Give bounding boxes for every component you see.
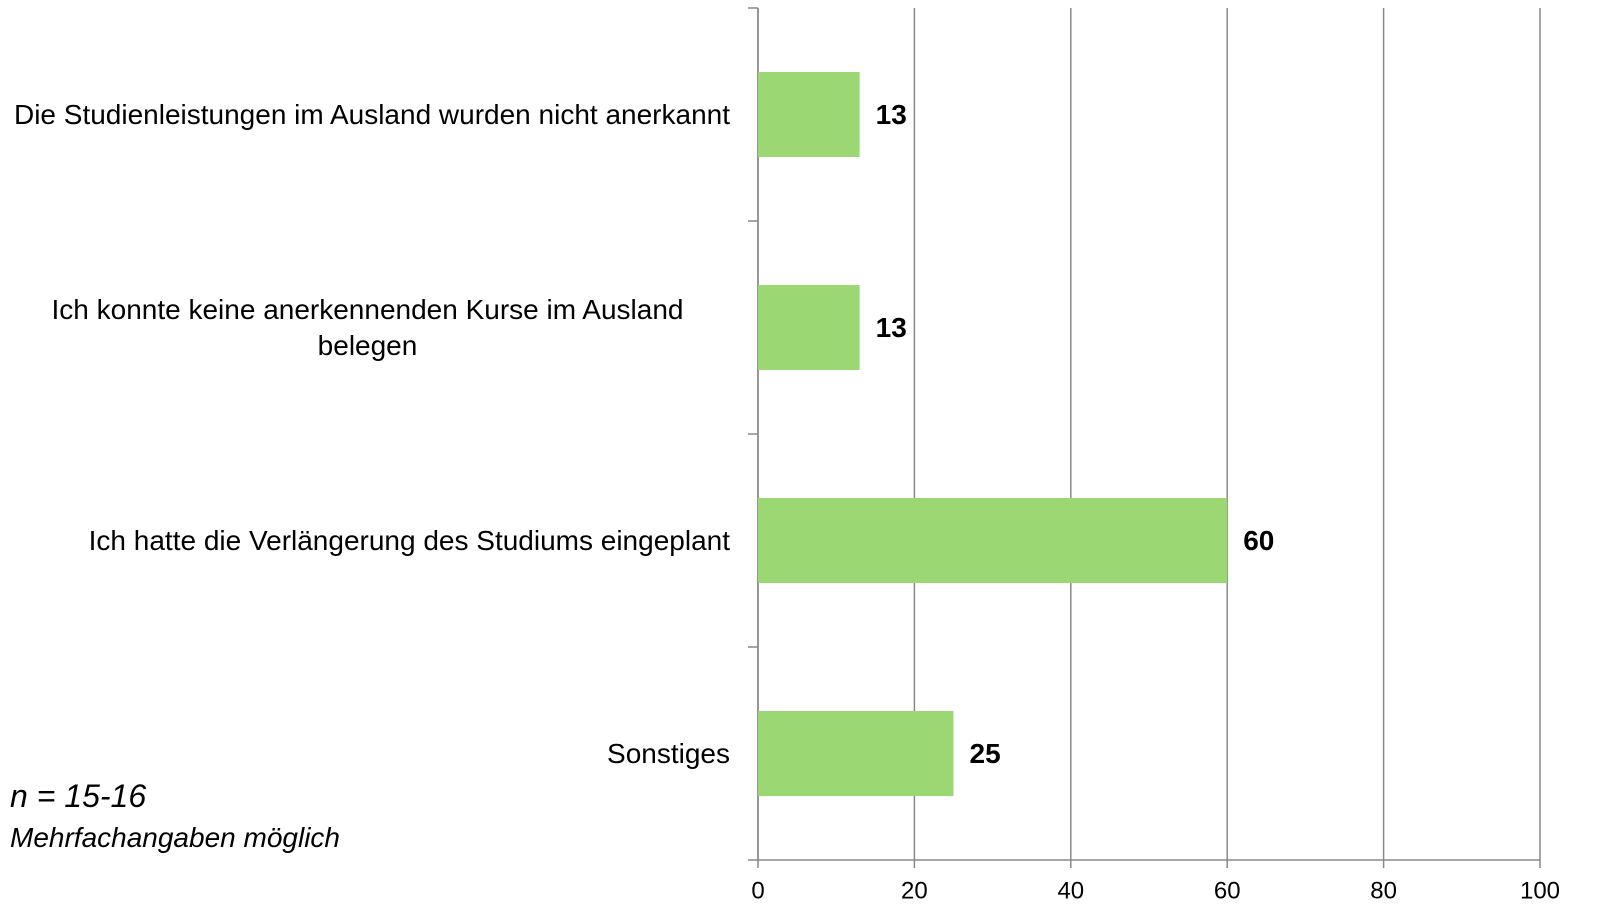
bar: [758, 72, 860, 157]
value-label: 13: [876, 312, 907, 343]
value-label: 25: [970, 738, 1001, 769]
x-tick-label: 80: [1370, 877, 1397, 904]
category-text: Ich hatte die Verlängerung des Studiums …: [88, 524, 730, 556]
bar: [758, 711, 954, 796]
bar: [758, 498, 1228, 583]
category-text: Sonstiges: [607, 737, 730, 769]
x-tick-label: 0: [751, 877, 764, 904]
value-label: 13: [876, 99, 907, 130]
x-tick-label: 40: [1057, 877, 1084, 904]
bar: [758, 285, 860, 370]
category-label: Ich konnte keine anerkennenden Kurse im …: [5, 268, 730, 388]
category-text: Ich konnte keine anerkennenden Kurse im …: [51, 293, 684, 361]
x-tick-label: 100: [1520, 877, 1560, 904]
category-text: Die Studienleistungen im Ausland wurden …: [13, 98, 730, 130]
footnote: Mehrfachangaben möglich: [10, 822, 340, 853]
category-label: Ich hatte die Verlängerung des Studiums …: [89, 481, 730, 601]
sample-size: n = 15-16: [10, 778, 147, 814]
value-label: 60: [1243, 525, 1274, 556]
category-label: Sonstiges: [607, 694, 730, 814]
x-tick-label: 20: [901, 877, 928, 904]
x-tick-label: 60: [1214, 877, 1241, 904]
category-label: Die Studienleistungen im Ausland wurden …: [14, 55, 730, 175]
